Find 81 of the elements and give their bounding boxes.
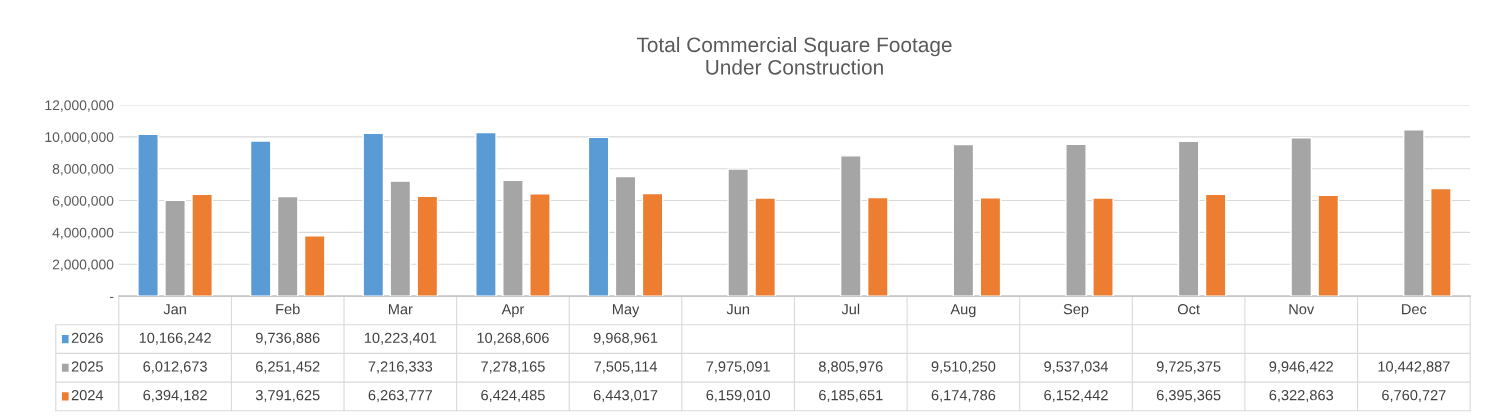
bar (191, 193, 213, 297)
bar (1065, 143, 1087, 297)
bar (1177, 140, 1200, 297)
data-label: 6,322,863 (1269, 390, 1334, 403)
bar (249, 140, 272, 297)
bar (1430, 187, 1452, 297)
bar (137, 133, 159, 297)
data-label: 10,268,606 (477, 332, 549, 345)
legend-label: 2026 (71, 332, 103, 344)
data-label: 8,805,976 (818, 361, 883, 374)
data-label: 10,166,242 (139, 332, 211, 345)
x-tick-label: Dec (1402, 304, 1427, 315)
data-label: 9,968,961 (593, 332, 658, 345)
data-label: 6,012,673 (143, 361, 207, 374)
data-label: 6,152,442 (1044, 390, 1108, 403)
x-tick-label: Feb (276, 303, 300, 315)
bar (979, 197, 1002, 297)
data-label: 6,394,182 (143, 390, 207, 403)
x-tick-label: May (612, 304, 640, 318)
data-label: 6,174,786 (931, 390, 996, 403)
y-tick-label: 6,000,000 (52, 195, 114, 208)
data-label: 9,946,422 (1269, 361, 1333, 374)
bar (839, 155, 862, 297)
x-tick-label: Aug (950, 304, 976, 318)
data-label: 9,510,250 (931, 361, 996, 374)
data-label: 6,185,651 (819, 390, 883, 403)
bar (475, 131, 497, 297)
data-label: 6,443,017 (593, 390, 658, 403)
chart-title: Total Commercial Square Footage Under Construction (636, 36, 952, 75)
bar (727, 168, 749, 297)
legend-label: 2025 (71, 361, 103, 372)
bar (614, 175, 637, 297)
x-tick-label: Jul (841, 303, 860, 315)
y-tick-label: 8,000,000 (52, 164, 114, 176)
data-label: 9,725,375 (1156, 361, 1221, 374)
data-label: 10,442,887 (1378, 361, 1450, 374)
data-label: 7,505,114 (594, 361, 658, 374)
x-tick-label: Jan (163, 304, 186, 315)
bar (529, 193, 551, 297)
bar (416, 195, 439, 297)
data-label: 6,263,777 (368, 390, 433, 403)
bar (362, 132, 385, 297)
bar (276, 195, 299, 297)
data-label: 9,736,886 (255, 332, 320, 345)
x-tick-label: Mar (388, 304, 413, 315)
bar (303, 235, 326, 297)
y-tick-label: - (109, 296, 114, 298)
y-tick-label: 10,000,000 (45, 132, 114, 144)
bar (587, 136, 610, 297)
y-tick-label: 4,000,000 (52, 227, 114, 240)
data-label: 7,278,165 (481, 361, 545, 374)
bar (1317, 194, 1340, 297)
data-label: 6,760,727 (1382, 390, 1446, 403)
bar (1403, 129, 1425, 297)
y-tick-label: 2,000,000 (52, 259, 114, 272)
bar (1092, 197, 1114, 297)
data-label: 6,395,365 (1156, 390, 1221, 403)
data-label: 6,424,485 (481, 390, 545, 403)
data-label: 9,537,034 (1044, 361, 1109, 374)
data-label: 7,975,091 (706, 361, 770, 374)
x-tick-label: Oct (1177, 304, 1200, 315)
x-tick-label: Nov (1289, 304, 1315, 315)
data-label: 3,791,625 (255, 390, 320, 403)
bar (1290, 137, 1313, 297)
x-tick-label: Sep (1063, 304, 1089, 318)
data-label: 6,159,010 (706, 390, 771, 403)
bar (502, 179, 524, 297)
x-tick-label: Jun (726, 304, 749, 315)
bar (389, 180, 412, 297)
bar (1204, 193, 1227, 297)
legend-label: 2024 (71, 390, 104, 401)
bar (164, 199, 186, 297)
data-label: 10,223,401 (364, 332, 437, 345)
bar (754, 197, 777, 297)
y-tick-label: 12,000,000 (45, 100, 114, 112)
x-tick-label: Apr (501, 304, 525, 318)
bar (866, 196, 889, 297)
data-label: 7,216,333 (368, 361, 433, 374)
bar (641, 192, 664, 297)
data-label: 6,251,452 (256, 361, 320, 374)
bar (952, 143, 975, 297)
